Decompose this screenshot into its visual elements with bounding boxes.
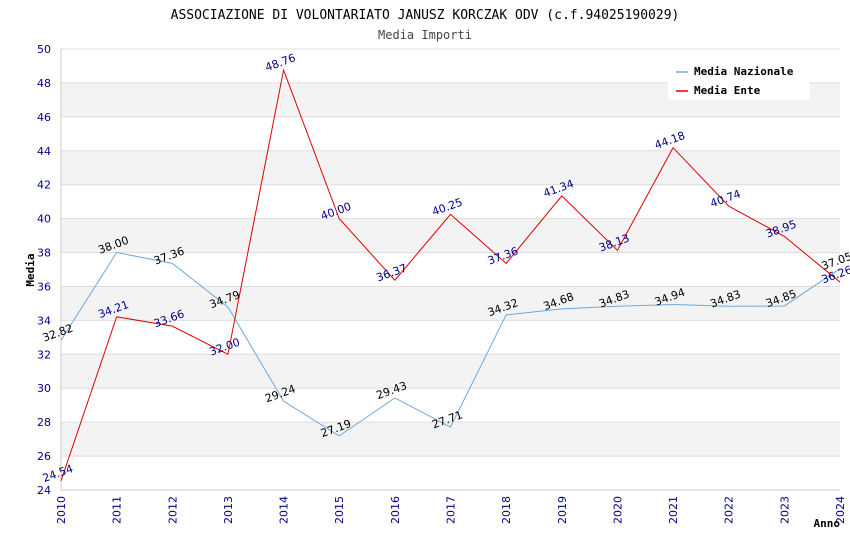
data-label: 24.54 bbox=[41, 462, 75, 485]
chart-subtitle: Media Importi bbox=[378, 28, 472, 42]
legend: Media Nazionale Media Ente bbox=[668, 60, 810, 100]
y-tick-labels: 24 26 28 30 32 34 36 38 40 42 44 46 48 50 bbox=[37, 43, 51, 497]
y-tick-label: 40 bbox=[37, 213, 51, 226]
y-tick-label: 26 bbox=[37, 450, 51, 463]
x-tick-label: 2023 bbox=[778, 496, 791, 524]
y-tick-label: 44 bbox=[37, 145, 51, 158]
series-line-media-nazionale bbox=[60, 251, 841, 437]
x-tick-label: 2013 bbox=[222, 496, 235, 524]
x-tick-label: 2016 bbox=[389, 496, 402, 524]
x-tick-label: 2020 bbox=[611, 496, 624, 524]
x-tick-label: 2015 bbox=[333, 496, 346, 524]
y-tick-label: 46 bbox=[37, 111, 51, 124]
y-tick-label: 48 bbox=[37, 77, 51, 90]
x-tick-label: 2010 bbox=[55, 496, 68, 524]
grid-band bbox=[61, 286, 840, 321]
y-tick-label: 32 bbox=[37, 348, 51, 361]
x-tick-label: 2021 bbox=[667, 496, 680, 524]
legend-label-media-ente: Media Ente bbox=[694, 84, 761, 97]
y-tick-label: 24 bbox=[37, 484, 51, 497]
series-lines bbox=[60, 68, 841, 482]
y-tick-label: 38 bbox=[37, 247, 51, 260]
y-tick-label: 28 bbox=[37, 416, 51, 429]
data-label: 36.37 bbox=[375, 261, 409, 284]
series-line-media-ente bbox=[60, 68, 841, 482]
x-tick-label: 2022 bbox=[723, 496, 736, 524]
x-tick-label: 2012 bbox=[166, 496, 179, 524]
x-tick-label: 2024 bbox=[834, 496, 847, 524]
y-axis-label: Media bbox=[24, 253, 37, 286]
chart-title: ASSOCIAZIONE DI VOLONTARIATO JANUSZ KORC… bbox=[171, 8, 680, 23]
y-tick-label: 30 bbox=[37, 382, 51, 395]
grid-bands bbox=[61, 82, 840, 457]
data-label: 40.25 bbox=[430, 196, 464, 219]
y-tick-label: 34 bbox=[37, 314, 51, 327]
legend-label-media-nazionale: Media Nazionale bbox=[694, 65, 794, 78]
x-tick-label: 2011 bbox=[111, 496, 124, 524]
y-tick-label: 50 bbox=[37, 43, 51, 56]
y-tick-label: 36 bbox=[37, 280, 51, 293]
legend-box bbox=[668, 60, 810, 100]
x-tick-label: 2019 bbox=[556, 496, 569, 524]
grid-band bbox=[61, 354, 840, 389]
x-tick-labels: 2010 2011 2012 2013 2014 2015 2016 2017 2018 2019… bbox=[55, 496, 847, 524]
x-axis-label: Anno bbox=[814, 517, 841, 530]
x-tick-label: 2014 bbox=[278, 496, 291, 524]
x-tick-label: 2018 bbox=[500, 496, 513, 524]
data-label: 44.18 bbox=[653, 129, 687, 152]
y-tick-label: 42 bbox=[37, 179, 51, 192]
x-tick-label: 2017 bbox=[445, 496, 458, 524]
grid-band bbox=[61, 150, 840, 185]
data-label: 48.76 bbox=[263, 51, 297, 74]
grid-band bbox=[61, 422, 840, 457]
grid-band bbox=[61, 218, 840, 253]
